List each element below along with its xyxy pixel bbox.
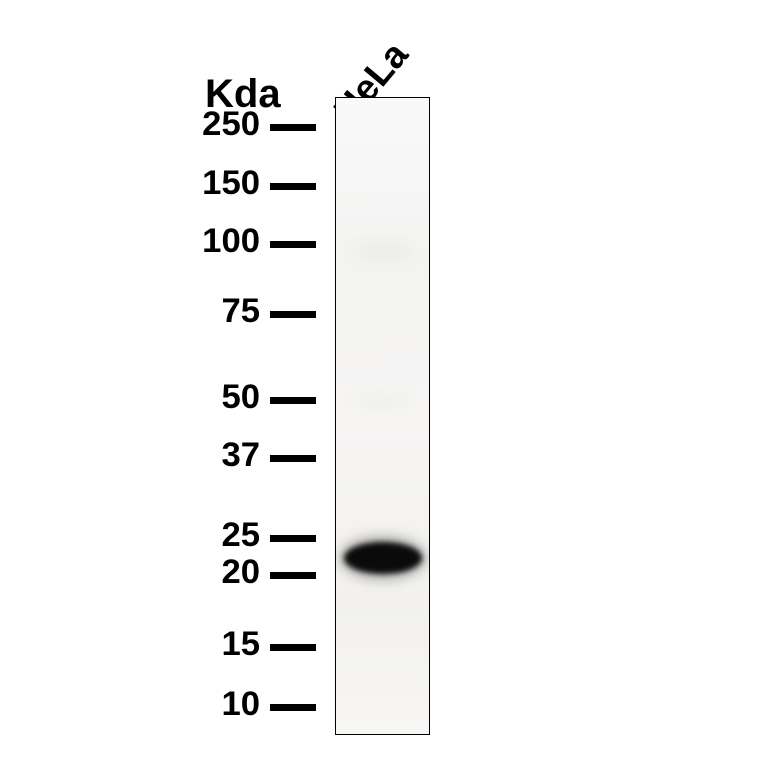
ladder-label: 10 xyxy=(221,685,260,724)
ladder-tick xyxy=(270,572,316,579)
ladder-tick xyxy=(270,397,316,404)
blot-smudge xyxy=(355,394,410,408)
blot-figure: Kda 25015010075503725201510 HeLa xyxy=(0,0,764,764)
ladder-tick xyxy=(270,311,316,318)
blot-smudge xyxy=(353,242,413,260)
band xyxy=(344,542,422,574)
ladder-tick xyxy=(270,183,316,190)
ladder-tick xyxy=(270,241,316,248)
ladder-tick xyxy=(270,704,316,711)
ladder-label: 150 xyxy=(202,164,260,203)
ladder-label: 37 xyxy=(221,436,260,475)
ladder-label: 250 xyxy=(202,105,260,144)
ladder-label: 50 xyxy=(221,378,260,417)
ladder-tick xyxy=(270,455,316,462)
ladder-tick xyxy=(270,535,316,542)
blot-lane xyxy=(335,97,430,735)
ladder-label: 15 xyxy=(221,625,260,664)
ladder-tick xyxy=(270,124,316,131)
ladder-label: 25 xyxy=(221,516,260,555)
blot-background xyxy=(336,98,429,734)
ladder-label: 100 xyxy=(202,222,260,261)
ladder-label: 20 xyxy=(221,553,260,592)
ladder-label: 75 xyxy=(221,292,260,331)
ladder-tick xyxy=(270,644,316,651)
